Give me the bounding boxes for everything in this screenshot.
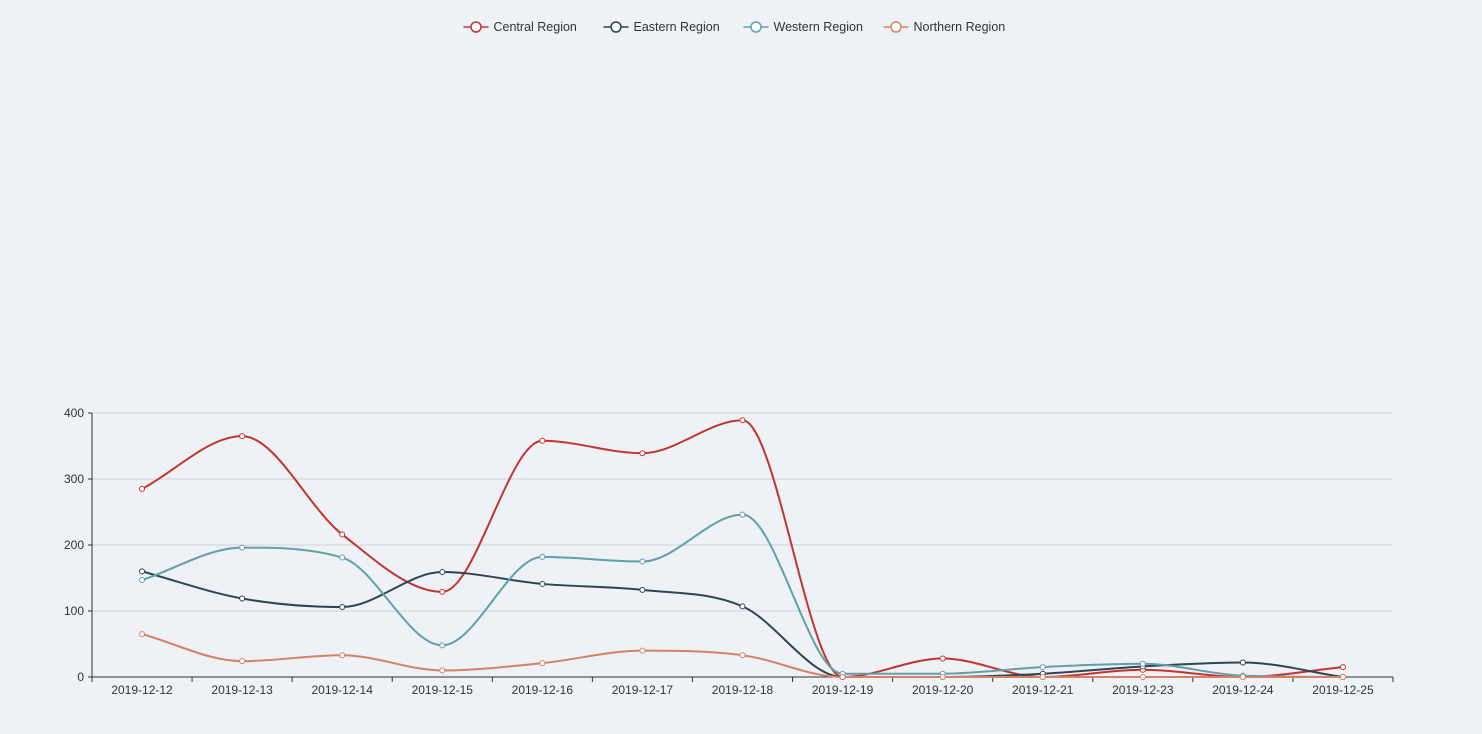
data-point[interactable] — [239, 544, 246, 551]
y-tick-label: 100 — [64, 604, 84, 618]
data-point[interactable] — [639, 586, 646, 593]
data-point[interactable] — [439, 667, 446, 674]
data-point[interactable] — [339, 652, 346, 659]
x-tick-label: 2019-12-17 — [612, 683, 674, 697]
legend-item[interactable]: Eastern Region — [603, 20, 720, 34]
data-point[interactable] — [139, 568, 146, 575]
data-point[interactable] — [339, 554, 346, 561]
data-point[interactable] — [439, 588, 446, 595]
x-tick-label: 2019-12-18 — [712, 683, 774, 697]
x-tick-label: 2019-12-19 — [812, 683, 874, 697]
data-point[interactable] — [539, 580, 546, 587]
data-point[interactable] — [1239, 659, 1246, 666]
data-point[interactable] — [539, 437, 546, 444]
data-point[interactable] — [339, 531, 346, 538]
x-tick-label: 2019-12-14 — [311, 683, 373, 697]
series-lines — [141, 419, 1344, 679]
x-tick-label: 2019-12-25 — [1312, 683, 1374, 697]
data-point[interactable] — [139, 631, 146, 638]
data-point[interactable] — [1339, 674, 1346, 680]
x-tick-label: 2019-12-15 — [412, 683, 474, 697]
legend-item[interactable]: Western Region — [743, 20, 863, 34]
grid — [92, 412, 1393, 612]
series-line — [141, 570, 1344, 678]
x-tick-label: 2019-12-23 — [1112, 683, 1174, 697]
data-point[interactable] — [139, 485, 146, 492]
data-point[interactable] — [639, 558, 646, 565]
data-point[interactable] — [1039, 674, 1046, 680]
legend-circle-icon — [750, 21, 762, 33]
legend-label: Northern Region — [914, 20, 1006, 34]
data-point[interactable] — [939, 674, 946, 680]
legend-label: Eastern Region — [634, 20, 720, 34]
legend: Central Region Eastern Region Western Regi… — [463, 20, 1006, 34]
data-point[interactable] — [939, 655, 946, 662]
data-point[interactable] — [539, 660, 546, 667]
legend-circle-icon — [470, 21, 482, 33]
y-tick-label: 300 — [64, 472, 84, 486]
data-point[interactable] — [739, 417, 746, 424]
data-point[interactable] — [439, 569, 446, 576]
data-point[interactable] — [1139, 660, 1146, 667]
series-line — [141, 419, 1344, 679]
legend-circle-icon — [890, 21, 902, 33]
legend-item[interactable]: Central Region — [463, 20, 577, 34]
legend-item[interactable]: Northern Region — [883, 20, 1006, 34]
legend-circle-icon — [610, 21, 622, 33]
x-tick-label: 2019-12-20 — [912, 683, 974, 697]
data-point[interactable] — [639, 647, 646, 654]
data-point[interactable] — [1339, 664, 1346, 671]
y-tick-label: 400 — [64, 406, 84, 420]
legend-label: Central Region — [494, 20, 577, 34]
y-tick-label: 0 — [77, 670, 84, 684]
data-point[interactable] — [239, 658, 246, 665]
data-point[interactable] — [1039, 664, 1046, 671]
data-point[interactable] — [1239, 674, 1246, 680]
data-point[interactable] — [339, 604, 346, 611]
x-tick-label: 2019-12-24 — [1212, 683, 1274, 697]
data-point[interactable] — [839, 674, 846, 680]
y-tick-label: 200 — [64, 538, 84, 552]
legend-label: Western Region — [774, 20, 863, 34]
data-point[interactable] — [639, 450, 646, 457]
data-point[interactable] — [239, 595, 246, 602]
data-point[interactable] — [139, 576, 146, 583]
x-tick-label: 2019-12-12 — [111, 683, 173, 697]
x-tick-label: 2019-12-13 — [211, 683, 273, 697]
x-tick-label: 2019-12-21 — [1012, 683, 1074, 697]
x-tick-label: 2019-12-16 — [512, 683, 574, 697]
data-point[interactable] — [239, 433, 246, 440]
series-points — [139, 417, 1346, 680]
data-point[interactable] — [739, 603, 746, 610]
data-point[interactable] — [739, 652, 746, 659]
data-point[interactable] — [1139, 674, 1146, 680]
data-point[interactable] — [539, 553, 546, 560]
data-point[interactable] — [439, 642, 446, 649]
data-point[interactable] — [739, 511, 746, 518]
